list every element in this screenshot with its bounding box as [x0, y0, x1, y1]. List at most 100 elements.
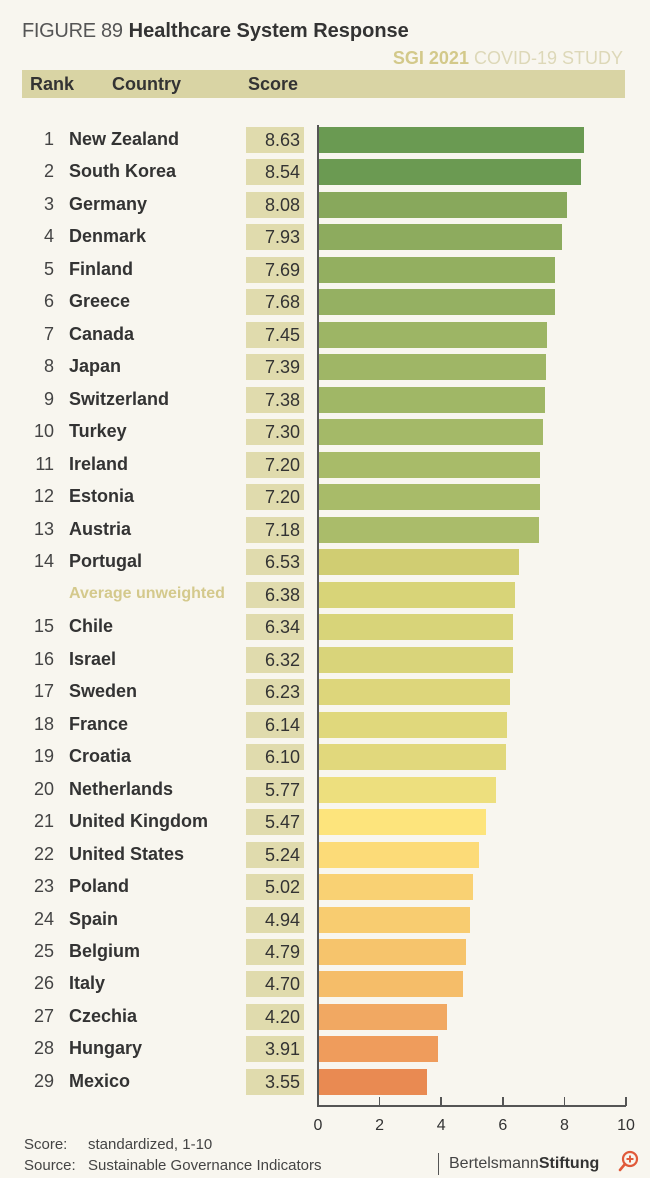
- row-rank: 21: [33, 811, 54, 832]
- country-label: Japan: [69, 356, 122, 377]
- row-rank: 17: [33, 681, 54, 702]
- score-label: 7.69: [246, 256, 304, 283]
- bar: [318, 906, 471, 933]
- bar: [318, 841, 480, 868]
- bar: [318, 321, 548, 348]
- y-axis-line: [317, 125, 319, 1106]
- score-label: 6.53: [246, 549, 304, 576]
- country-label: Spain: [69, 908, 119, 929]
- score-label: 4.94: [246, 906, 304, 933]
- country-label: Mexico: [69, 1070, 131, 1091]
- brand-logo: BertelsmannStiftung: [438, 1153, 599, 1175]
- column-header-bar: [22, 70, 625, 98]
- x-tick-mark: [317, 1097, 319, 1106]
- row-rank: 1: [43, 129, 54, 149]
- score-label: 5.47: [246, 809, 304, 836]
- brand-regular: Bertelsmann: [449, 1155, 539, 1172]
- footer-score-note: Score: standardized, 1-10: [24, 1136, 212, 1153]
- bar: [318, 419, 543, 446]
- country-label: Portugal: [69, 551, 143, 572]
- zoom-in-icon[interactable]: [618, 1150, 640, 1172]
- country-label: Germany: [69, 193, 148, 214]
- bar: [318, 711, 508, 738]
- row-rank: 10: [33, 421, 54, 442]
- x-tick-label: 2: [375, 1117, 385, 1134]
- country-label: France: [69, 713, 129, 734]
- bar: [318, 354, 546, 381]
- row-rank: 11: [35, 453, 54, 474]
- country-label: Ireland: [69, 453, 129, 474]
- footer-source-note: Source: Sustainable Governance Indicators: [24, 1157, 321, 1174]
- row-rank: 7: [43, 323, 54, 344]
- score-label: 3.55: [246, 1068, 304, 1095]
- score-label: 7.45: [246, 321, 304, 348]
- country-label: Chile: [69, 616, 114, 637]
- country-label: Denmark: [69, 226, 147, 247]
- country-label: Switzerland: [69, 388, 170, 409]
- row-rank: 25: [33, 941, 54, 961]
- score-label: 7.38: [246, 386, 304, 413]
- study-label: SGI 2021 COVID-19 STUDY: [393, 48, 623, 69]
- bar: [318, 874, 473, 901]
- row-rank: 8: [43, 356, 54, 377]
- bar: [318, 776, 496, 803]
- row-rank: 15: [33, 616, 54, 637]
- x-tick-label: 4: [436, 1117, 446, 1134]
- x-tick-mark: [502, 1097, 504, 1106]
- row-rank: 18: [33, 713, 54, 734]
- score-label: 6.32: [246, 646, 304, 673]
- row-rank: 27: [33, 1005, 54, 1026]
- x-axis-line: [317, 1105, 626, 1107]
- bar: [318, 191, 567, 218]
- country-label: Estonia: [69, 486, 135, 507]
- bar: [318, 679, 510, 706]
- score-label: 6.34: [246, 614, 304, 641]
- score-label: 7.93: [246, 224, 304, 251]
- country-label: Sweden: [69, 681, 138, 702]
- country-label: Hungary: [69, 1038, 143, 1059]
- brand-bold: Stiftung: [538, 1155, 600, 1172]
- footer-score-label: Score:: [24, 1136, 68, 1153]
- row-rank: 24: [33, 908, 54, 929]
- figure-title: FIGURE 89 Healthcare System Response: [22, 20, 409, 43]
- study-label-bold: SGI 2021: [392, 48, 469, 68]
- score-label: 4.70: [246, 971, 304, 998]
- bar: [318, 386, 546, 413]
- bar: [318, 516, 540, 543]
- row-rank: 9: [43, 388, 54, 409]
- country-label: United States: [69, 843, 185, 864]
- score-label: 8.63: [246, 127, 304, 153]
- score-label: 6.14: [246, 711, 304, 738]
- row-rank: 12: [33, 486, 54, 507]
- score-label: 7.20: [246, 451, 304, 478]
- row-rank: 6: [43, 291, 54, 312]
- footer-source-label: Source:: [24, 1157, 76, 1174]
- x-tick-mark: [378, 1097, 381, 1106]
- row-rank: 20: [33, 778, 54, 799]
- x-tick-label: 8: [559, 1117, 569, 1134]
- bar: [318, 127, 584, 153]
- study-label-rest: COVID-19 STUDY: [468, 48, 623, 68]
- bar: [318, 1003, 448, 1030]
- bar: [318, 809, 487, 836]
- row-rank: 2: [43, 161, 54, 182]
- score-label: 3.91: [246, 1036, 304, 1063]
- country-label: Canada: [69, 323, 135, 344]
- x-tick-mark: [440, 1097, 442, 1106]
- row-rank: 3: [43, 193, 54, 214]
- bar: [318, 224, 563, 251]
- score-label: 7.18: [246, 516, 304, 543]
- score-label: 6.23: [246, 679, 304, 706]
- x-tick-label: 10: [617, 1117, 635, 1134]
- country-label: Italy: [69, 973, 106, 994]
- score-label: 7.30: [246, 419, 304, 446]
- figure-label: FIGURE 89: [22, 20, 123, 42]
- footer-score-text: standardized, 1-10: [88, 1136, 213, 1153]
- score-label: 4.20: [246, 1003, 304, 1030]
- country-label: Netherlands: [69, 778, 174, 799]
- row-rank: 13: [33, 518, 54, 539]
- score-label: 5.02: [246, 874, 304, 901]
- bar: [318, 971, 463, 998]
- column-header-rank: Rank: [30, 74, 75, 94]
- country-label: Turkey: [69, 421, 127, 442]
